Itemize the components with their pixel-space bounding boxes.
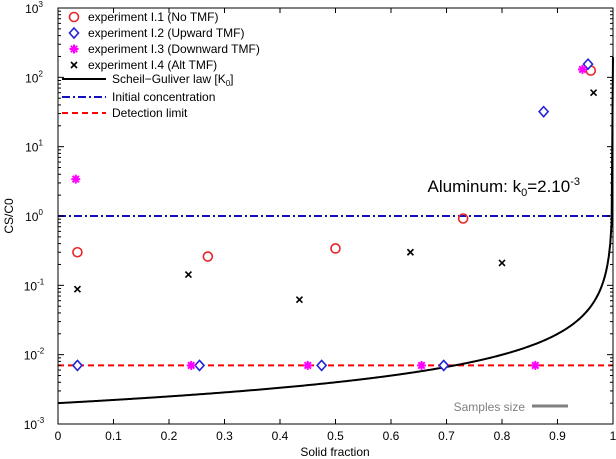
x-tick-label: 0.2 [161, 429, 178, 443]
x-tick-label: 0.9 [549, 429, 566, 443]
samples-size-label: Samples size [454, 400, 526, 414]
point-i4-3 [295, 296, 303, 304]
x-tick-label: 0.8 [494, 429, 511, 443]
legend-label-i2: experiment I.2 (Upward TMF) [88, 26, 245, 40]
point-i2-3 [316, 359, 328, 372]
point-i3-4 [417, 360, 427, 370]
point-i4-1 [73, 285, 81, 293]
legend: experiment I.1 (No TMF) experiment I.2 (… [62, 10, 260, 120]
x-tick-label: 1 [610, 429, 616, 443]
y-tick-label: 101 [25, 139, 43, 155]
y-tick-label: 10-2 [24, 347, 45, 363]
legend-label-detection: Detection limit [112, 106, 188, 120]
point-i3-2 [186, 360, 196, 370]
curve-layer [57, 57, 614, 405]
point-i2-1 [71, 359, 84, 372]
y-tick-label: 10-3 [24, 416, 45, 432]
y-tick-label: 103 [25, 0, 43, 16]
point-i3-6 [577, 64, 587, 74]
point-i1-4 [457, 213, 469, 224]
y-tick-label: 102 [25, 69, 43, 85]
point-i4-4 [406, 248, 414, 256]
scheil-guliver-curve [57, 57, 614, 405]
point-i2-5 [538, 105, 550, 118]
legend-marker-i1 [68, 11, 80, 23]
x-tick-label: 0.3 [216, 429, 233, 443]
y-axis: 10-3 10-2 10-1 100 101 102 103 [24, 0, 613, 432]
y-tick-label: 100 [25, 208, 43, 224]
point-i1-1 [72, 246, 83, 258]
point-i2-4 [438, 359, 450, 372]
point-i1-2 [202, 251, 214, 262]
point-i3-1 [71, 174, 81, 184]
x-tick-label: 0.7 [438, 429, 455, 443]
legend-label-initial: Initial concentration [112, 90, 215, 104]
marker-layer [71, 57, 598, 372]
point-i2-2 [193, 359, 206, 372]
legend-label-scheil: Scheil−Guliver law [K0] [112, 72, 234, 88]
point-i3-3 [303, 360, 313, 370]
legend-marker-i3 [69, 44, 79, 54]
legend-label-i4: experiment I.4 (Alt TMF) [88, 58, 217, 72]
point-i4-2 [184, 270, 192, 279]
x-tick-label: 0.1 [105, 429, 122, 443]
y-tick-label: 10-1 [24, 277, 45, 293]
point-i4-5 [498, 259, 506, 267]
x-tick-label: 0 [55, 429, 62, 443]
legend-label-i3: experiment I.3 (Downward TMF) [88, 42, 260, 56]
legend-label-i1: experiment I.1 (No TMF) [88, 10, 218, 24]
x-axis-title: Solid fraction [300, 445, 369, 459]
annotation-aluminum: Aluminum: k0=2.10-3 [428, 176, 580, 199]
point-i1-3 [330, 243, 341, 254]
legend-marker-i2 [68, 26, 80, 40]
x-tick-label: 0.6 [383, 429, 400, 443]
x-tick-label: 0.5 [327, 429, 344, 443]
y-axis-title: CS/C0 [2, 198, 16, 234]
point-i4-6 [590, 89, 598, 97]
x-axis: 0 0.1 0.2 0.3 0.4 0.5 0.6 0.7 0.8 0.9 1 [55, 8, 616, 443]
legend-marker-i4 [70, 61, 78, 69]
point-i3-5 [530, 360, 540, 370]
x-tick-label: 0.4 [272, 429, 289, 443]
